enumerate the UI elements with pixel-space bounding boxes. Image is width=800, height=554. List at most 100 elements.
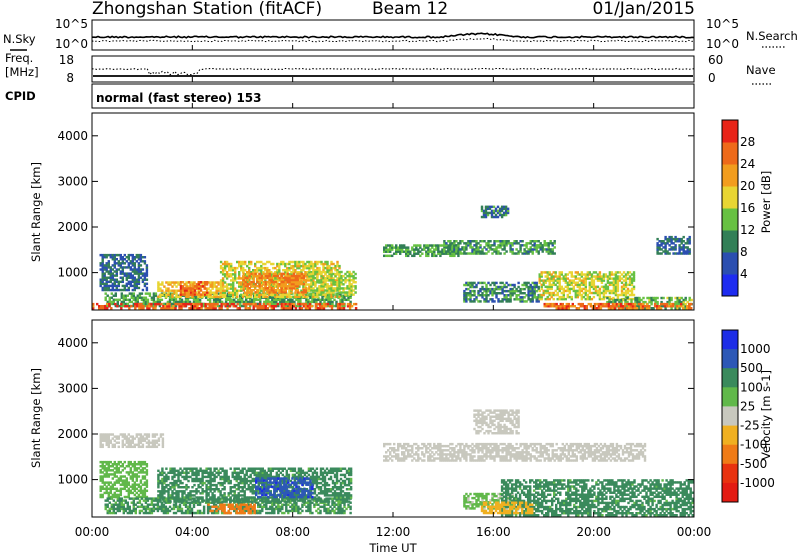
range-gate-cell bbox=[592, 271, 596, 274]
range-gate-cell bbox=[292, 266, 295, 270]
range-gate-cell bbox=[141, 477, 145, 480]
range-gate-cell bbox=[324, 270, 327, 274]
range-gate-cell bbox=[568, 281, 572, 284]
range-gate-cell bbox=[495, 252, 498, 255]
range-gate-cell bbox=[187, 287, 191, 290]
range-gate-cell bbox=[628, 297, 632, 301]
range-gate-cell bbox=[125, 278, 129, 281]
range-gate-cell bbox=[113, 481, 117, 484]
range-gate-cell bbox=[141, 278, 145, 281]
range-gate-cell bbox=[270, 262, 273, 266]
range-gate-cell bbox=[658, 244, 661, 247]
range-gate-cell bbox=[324, 262, 327, 266]
range-gate-cell bbox=[258, 279, 261, 282]
range-gate-cell bbox=[314, 307, 318, 310]
range-gate-cell bbox=[531, 289, 534, 293]
range-gate-cell bbox=[668, 235, 671, 239]
range-gate-cell bbox=[541, 248, 544, 251]
range-gate-cell bbox=[187, 289, 191, 292]
range-gate-cell bbox=[162, 307, 165, 310]
range-gate-cell bbox=[553, 305, 556, 308]
range-gate-cell bbox=[286, 269, 289, 272]
range-gate-cell bbox=[290, 295, 293, 299]
range-gate-cell bbox=[326, 283, 329, 286]
range-gate-cell bbox=[267, 511, 270, 515]
range-gate-cell bbox=[228, 291, 231, 294]
range-gate-cell bbox=[233, 509, 236, 513]
range-gate-cell bbox=[497, 298, 500, 301]
range-gate-cell bbox=[117, 481, 121, 484]
range-gate-cell bbox=[525, 283, 528, 287]
range-gate-cell bbox=[602, 289, 606, 293]
range-gate-cell bbox=[236, 260, 239, 264]
range-gate-cell bbox=[161, 289, 164, 292]
range-gate-cell bbox=[678, 307, 681, 310]
range-gate-cell bbox=[244, 275, 247, 278]
range-gate-cell bbox=[209, 295, 212, 299]
range-gate-cell bbox=[265, 300, 268, 304]
range-gate-cell bbox=[181, 289, 185, 292]
range-gate-cell bbox=[115, 467, 119, 470]
range-gate-cell bbox=[535, 285, 538, 289]
range-gate-cell bbox=[676, 240, 679, 243]
range-gate-cell bbox=[111, 473, 115, 476]
range-gate-cell bbox=[120, 507, 124, 511]
range-gate-cell bbox=[113, 278, 117, 281]
range-gate-cell bbox=[564, 297, 568, 301]
range-gate-cell bbox=[150, 509, 154, 513]
range-gate-cell bbox=[688, 242, 691, 245]
range-gate-cell bbox=[324, 260, 327, 264]
range-gate-cell bbox=[535, 298, 538, 301]
range-gate-cell bbox=[459, 252, 462, 255]
range-gate-cell bbox=[101, 481, 104, 484]
range-gate-cell bbox=[300, 274, 304, 278]
range-gate-cell bbox=[350, 285, 353, 288]
range-gate-cell bbox=[168, 305, 171, 308]
range-gate-cell bbox=[260, 305, 264, 308]
range-gate-cell bbox=[312, 289, 315, 292]
range-gate-cell bbox=[539, 242, 542, 245]
range-gate-cell bbox=[469, 285, 472, 289]
range-gate-cell bbox=[150, 296, 154, 299]
range-gate-cell bbox=[230, 287, 233, 290]
range-gate-cell bbox=[117, 260, 121, 263]
range-gate-cell bbox=[99, 471, 102, 474]
range-gate-cell bbox=[546, 279, 549, 282]
range-gate-cell bbox=[112, 503, 116, 506]
range-gate-cell bbox=[125, 495, 129, 499]
range-gate-cell bbox=[473, 289, 476, 293]
range-gate-cell bbox=[688, 250, 691, 253]
range-gate-cell bbox=[586, 297, 590, 301]
range-gate-cell bbox=[316, 269, 319, 272]
range-gate-cell bbox=[158, 302, 161, 306]
range-gate-cell bbox=[238, 283, 241, 286]
range-gate-cell bbox=[133, 270, 137, 273]
range-gate-cell bbox=[127, 264, 131, 267]
range-gate-cell bbox=[322, 270, 325, 274]
range-gate-cell bbox=[529, 285, 532, 289]
range-gate-cell bbox=[188, 300, 192, 304]
range-gate-cell bbox=[194, 307, 197, 310]
range-gate-cell bbox=[126, 507, 130, 511]
range-gate-cell bbox=[306, 277, 309, 280]
range-gate-cell bbox=[667, 305, 671, 308]
range-gate-cell bbox=[130, 292, 134, 295]
range-gate-cell bbox=[314, 305, 318, 308]
range-gate-cell bbox=[292, 264, 295, 268]
range-gate-cell bbox=[247, 300, 250, 304]
range-gate-cell bbox=[328, 271, 331, 274]
range-gate-cell bbox=[250, 291, 253, 294]
range-gate-cell bbox=[111, 469, 115, 472]
range-gate-cell bbox=[296, 271, 299, 274]
range-gate-cell bbox=[117, 489, 121, 493]
range-gate-cell bbox=[496, 209, 500, 213]
range-gate-cell bbox=[309, 503, 312, 506]
range-gate-cell bbox=[588, 277, 592, 280]
range-gate-cell bbox=[270, 293, 273, 297]
range-gate-cell bbox=[163, 285, 166, 288]
range-gate-cell bbox=[288, 266, 291, 270]
range-gate-cell bbox=[657, 305, 661, 308]
range-gate-cell bbox=[395, 250, 398, 253]
range-gate-cell bbox=[114, 501, 118, 504]
